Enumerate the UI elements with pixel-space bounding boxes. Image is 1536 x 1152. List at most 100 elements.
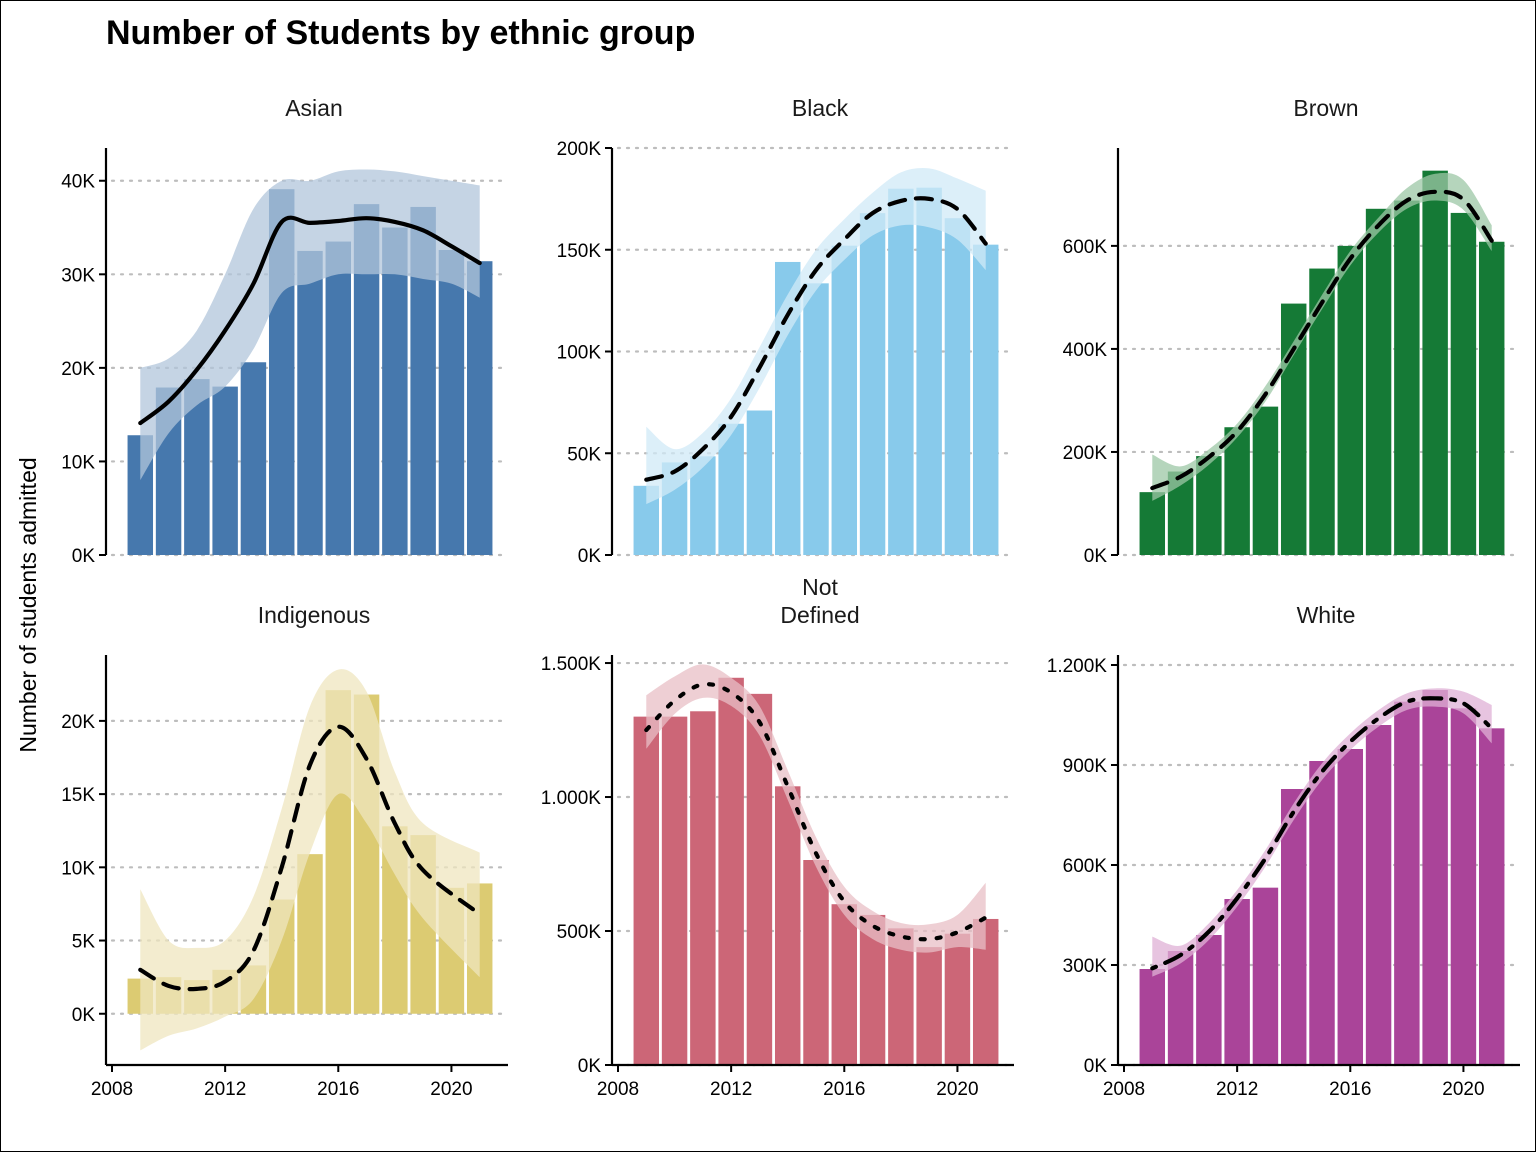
y-tick-label: 1.500K: [541, 654, 602, 675]
x-tick-label: 2016: [1329, 1079, 1371, 1100]
bar: [1450, 212, 1477, 555]
bar: [382, 227, 408, 555]
bar: [1394, 200, 1420, 555]
y-tick-label: 100K: [557, 343, 602, 364]
bar: [888, 188, 914, 555]
y-tick-label: 10K: [61, 858, 95, 879]
x-tick-label: 2020: [1442, 1079, 1484, 1100]
bar: [466, 261, 493, 555]
x-tick-label: 2016: [823, 1079, 865, 1100]
trend-line: [138, 215, 482, 426]
bar: [1224, 899, 1250, 1065]
bar: [1478, 728, 1505, 1065]
facet-label: White: [1297, 602, 1356, 628]
facet-black: Black 0K 50K 100K 150K 200K: [557, 95, 1016, 567]
y-tick-label: 50K: [567, 444, 601, 465]
y-tick-label: 5K: [72, 932, 96, 953]
bar: [1139, 969, 1166, 1065]
facet-brown: Brown 0K 200K 400K 600K: [1063, 95, 1522, 567]
facet-label: Asian: [285, 95, 343, 121]
y-tick-label: 400K: [1063, 340, 1108, 361]
bar: [1365, 725, 1392, 1065]
bar: [661, 716, 688, 1065]
bar: [1196, 456, 1222, 555]
bar: [1280, 789, 1307, 1065]
bar: [1337, 245, 1364, 555]
bar: [297, 854, 323, 1014]
facet-label: Brown: [1293, 95, 1358, 121]
trend-line: [644, 196, 988, 482]
trend-line: [1150, 189, 1494, 491]
y-tick-label: 200K: [1063, 443, 1108, 464]
facet-label: Indigenous: [258, 602, 371, 628]
y-tick-label: 200K: [557, 139, 602, 160]
bar: [1394, 701, 1420, 1065]
bar: [803, 283, 829, 555]
bar: [1365, 208, 1392, 555]
bar: [325, 241, 352, 555]
x-tick-label: 2020: [430, 1079, 472, 1100]
x-tick-label: 2008: [91, 1079, 133, 1100]
bar: [1478, 241, 1505, 555]
bar: [972, 244, 999, 555]
bar: [212, 386, 238, 555]
confidence-band: [646, 664, 986, 953]
bar: [1252, 887, 1279, 1065]
x-tick-label: 2012: [710, 1079, 752, 1100]
y-tick-label: 0K: [578, 1056, 602, 1077]
facet-label: Black: [792, 95, 849, 121]
bar: [831, 904, 858, 1065]
facet-panels: Asian 0K 10K 20K 30K 40K Black 0K 50K 100K 150K 200…: [61, 95, 1522, 1100]
y-tick-label: 10K: [61, 452, 95, 473]
confidence-band: [140, 669, 480, 1051]
y-tick-label: 0K: [578, 546, 602, 567]
bar: [1167, 951, 1194, 1065]
y-tick-label: 15K: [61, 785, 95, 806]
y-axis-label: Number of students admitted: [15, 457, 41, 752]
bar: [297, 250, 323, 555]
bar: [1224, 427, 1250, 555]
bar: [916, 187, 942, 555]
confidence-band: [646, 167, 986, 505]
bar: [746, 693, 773, 1065]
y-tick-label: 600K: [1063, 856, 1108, 877]
bar: [1252, 406, 1279, 555]
facet-label: Not: [802, 574, 838, 600]
x-tick-label: 2008: [1103, 1079, 1145, 1100]
x-tick-label: 2008: [597, 1079, 639, 1100]
bar: [803, 860, 829, 1065]
y-tick-label: 500K: [557, 922, 602, 943]
y-tick-label: 600K: [1063, 237, 1108, 258]
bar: [1337, 749, 1364, 1065]
bar: [1422, 690, 1448, 1065]
bar: [633, 716, 660, 1065]
trend-line: [644, 682, 988, 942]
x-tick-label: 2020: [936, 1079, 978, 1100]
bar: [746, 410, 773, 555]
bar: [438, 249, 465, 556]
y-tick-label: 900K: [1063, 756, 1108, 777]
y-tick-label: 1.200K: [1047, 656, 1108, 677]
bar: [859, 213, 886, 555]
facet-label: Defined: [780, 602, 859, 628]
confidence-band: [140, 169, 480, 481]
y-tick-label: 30K: [61, 265, 95, 286]
bar: [1196, 935, 1222, 1065]
y-tick-label: 40K: [61, 172, 95, 193]
y-tick-label: 0K: [1084, 546, 1108, 567]
x-tick-label: 2012: [1216, 1079, 1258, 1100]
y-tick-label: 150K: [557, 241, 602, 262]
facet-asian: Asian 0K 10K 20K 30K 40K: [61, 95, 510, 567]
bar: [718, 677, 744, 1065]
y-tick-label: 300K: [1063, 956, 1108, 977]
confidence-band: [1152, 688, 1492, 977]
trend-line: [1150, 696, 1494, 971]
bar: [1450, 708, 1477, 1065]
y-tick-label: 1.000K: [541, 788, 602, 809]
y-tick-label: 20K: [61, 359, 95, 380]
facet-white: White 0K 300K 600K 900K 1.200K 2008 2012 2016 202…: [1047, 602, 1522, 1100]
bar: [831, 245, 858, 555]
bar: [944, 218, 971, 555]
